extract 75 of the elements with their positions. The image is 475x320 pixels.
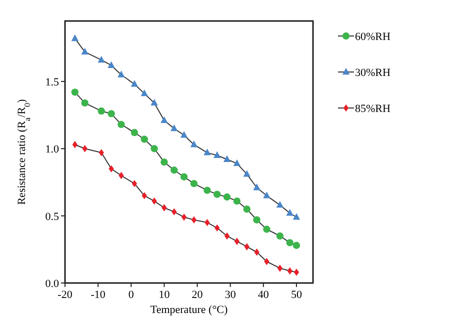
point (233, 159, 241, 166)
point (140, 136, 148, 143)
point (244, 243, 250, 250)
point (140, 89, 148, 96)
point (108, 165, 114, 172)
point (98, 149, 104, 156)
point (292, 242, 300, 249)
point (224, 232, 230, 240)
point (130, 80, 138, 87)
point (277, 264, 283, 272)
text: 1.0 (45, 144, 59, 156)
point (162, 204, 167, 212)
point (172, 208, 177, 216)
point (81, 48, 88, 55)
x-axis-title: Temperature (°C) (150, 304, 228, 316)
point (160, 116, 168, 124)
point (253, 216, 260, 224)
point (170, 166, 178, 174)
point (181, 214, 187, 221)
point (234, 238, 240, 245)
x-tick-label: -10 (90, 289, 106, 301)
y-tick-label: 1.5 (45, 76, 60, 88)
point (98, 56, 105, 63)
x-tick-label: -20 (58, 289, 73, 301)
point (223, 193, 231, 201)
x-tick-label: 30 (224, 289, 236, 301)
point (191, 216, 197, 224)
point (243, 206, 250, 213)
point (118, 120, 125, 128)
point (204, 186, 211, 194)
point (253, 184, 260, 190)
point (108, 61, 115, 68)
point (71, 88, 79, 96)
point (108, 110, 115, 118)
point (150, 98, 158, 106)
point (160, 158, 168, 166)
point (286, 239, 294, 246)
point (286, 209, 294, 216)
point (276, 200, 284, 208)
point (98, 107, 105, 115)
point (263, 192, 270, 198)
point (180, 131, 188, 138)
legend-label: 60%RH (355, 31, 390, 43)
point (142, 192, 147, 200)
point (82, 145, 88, 152)
point (132, 180, 138, 188)
point (276, 232, 284, 240)
point (233, 197, 241, 205)
point (292, 213, 300, 220)
legend-label: 30%RH (355, 67, 390, 79)
point (71, 34, 79, 42)
point (243, 170, 250, 177)
point (180, 173, 188, 180)
point (223, 155, 231, 162)
point (170, 124, 178, 132)
x-tick-label: 10 (158, 289, 170, 301)
point (294, 268, 300, 276)
point (81, 99, 88, 107)
point (150, 145, 158, 152)
point (214, 190, 221, 198)
y-tick-label: 0.5 (45, 210, 60, 223)
x-tick-label: 50 (290, 289, 302, 301)
point (190, 180, 198, 188)
point (214, 151, 221, 158)
text: 0.0 (45, 278, 59, 290)
point (190, 140, 198, 148)
legend-label: 85%RH (355, 103, 390, 115)
x-tick-label: 0 (128, 289, 134, 301)
point (130, 128, 138, 136)
point (118, 70, 125, 78)
point (263, 226, 270, 233)
point (204, 148, 211, 156)
point (72, 141, 78, 148)
x-tick-label: 20 (192, 289, 204, 301)
x-tick-label: 40 (258, 289, 270, 301)
